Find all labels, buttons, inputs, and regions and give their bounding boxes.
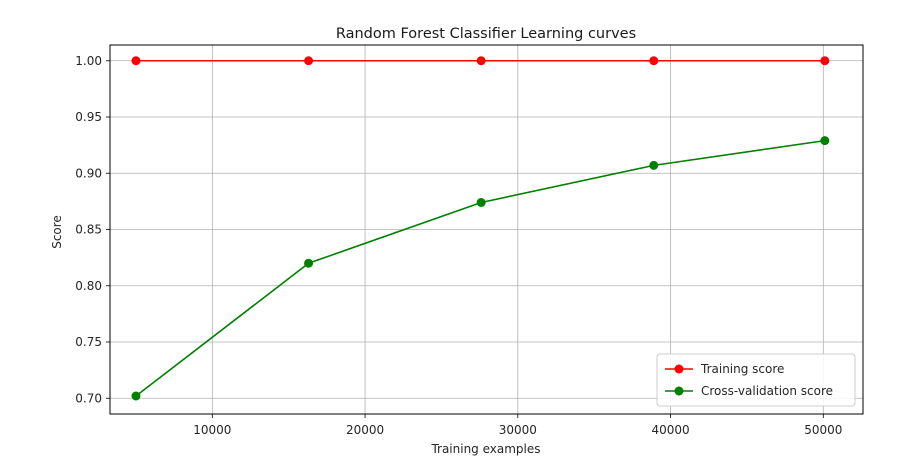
chart-title: Random Forest Classifier Learning curves [336,26,636,42]
legend-marker [674,364,684,374]
series-1 [131,136,830,401]
legend-label: Training score [700,362,784,376]
data-point [820,56,830,66]
x-tick-label: 20000 [346,423,384,437]
legend-label: Cross-validation score [701,384,833,398]
legend: Training score Cross-validation score [656,353,856,407]
y-tick-label: 1.00 [75,54,102,68]
y-tick-label: 0.80 [75,279,102,293]
legend-marker [674,386,684,396]
legend-item: Training score [665,362,784,376]
data-point [304,258,314,268]
data-point [131,391,141,401]
ticks: 10000 20000 30000 40000 50000 0.70 0.75 0.80 0.8… [75,54,842,437]
legend-item: Cross-validation score [665,384,833,398]
data-point [820,136,830,146]
x-axis-title: Training examples [430,442,540,456]
x-tick-label: 30000 [499,423,537,437]
x-tick-label: 40000 [651,423,689,437]
y-tick-label: 0.70 [75,391,102,405]
data-point [304,56,314,66]
series-0 [131,56,830,66]
data-point [476,56,486,66]
data-point [649,160,659,170]
x-tick-label: 10000 [193,423,231,437]
y-axis-title: Score [50,215,64,249]
series-layer [131,56,830,401]
data-point [649,56,659,66]
x-tick-label: 50000 [804,423,842,437]
data-point [476,198,486,207]
y-tick-label: 0.75 [75,335,102,349]
legend-box [656,353,856,407]
y-tick-label: 0.95 [75,110,102,124]
data-point [131,56,141,66]
y-tick-label: 0.90 [75,166,102,180]
y-tick-label: 0.85 [75,223,102,237]
